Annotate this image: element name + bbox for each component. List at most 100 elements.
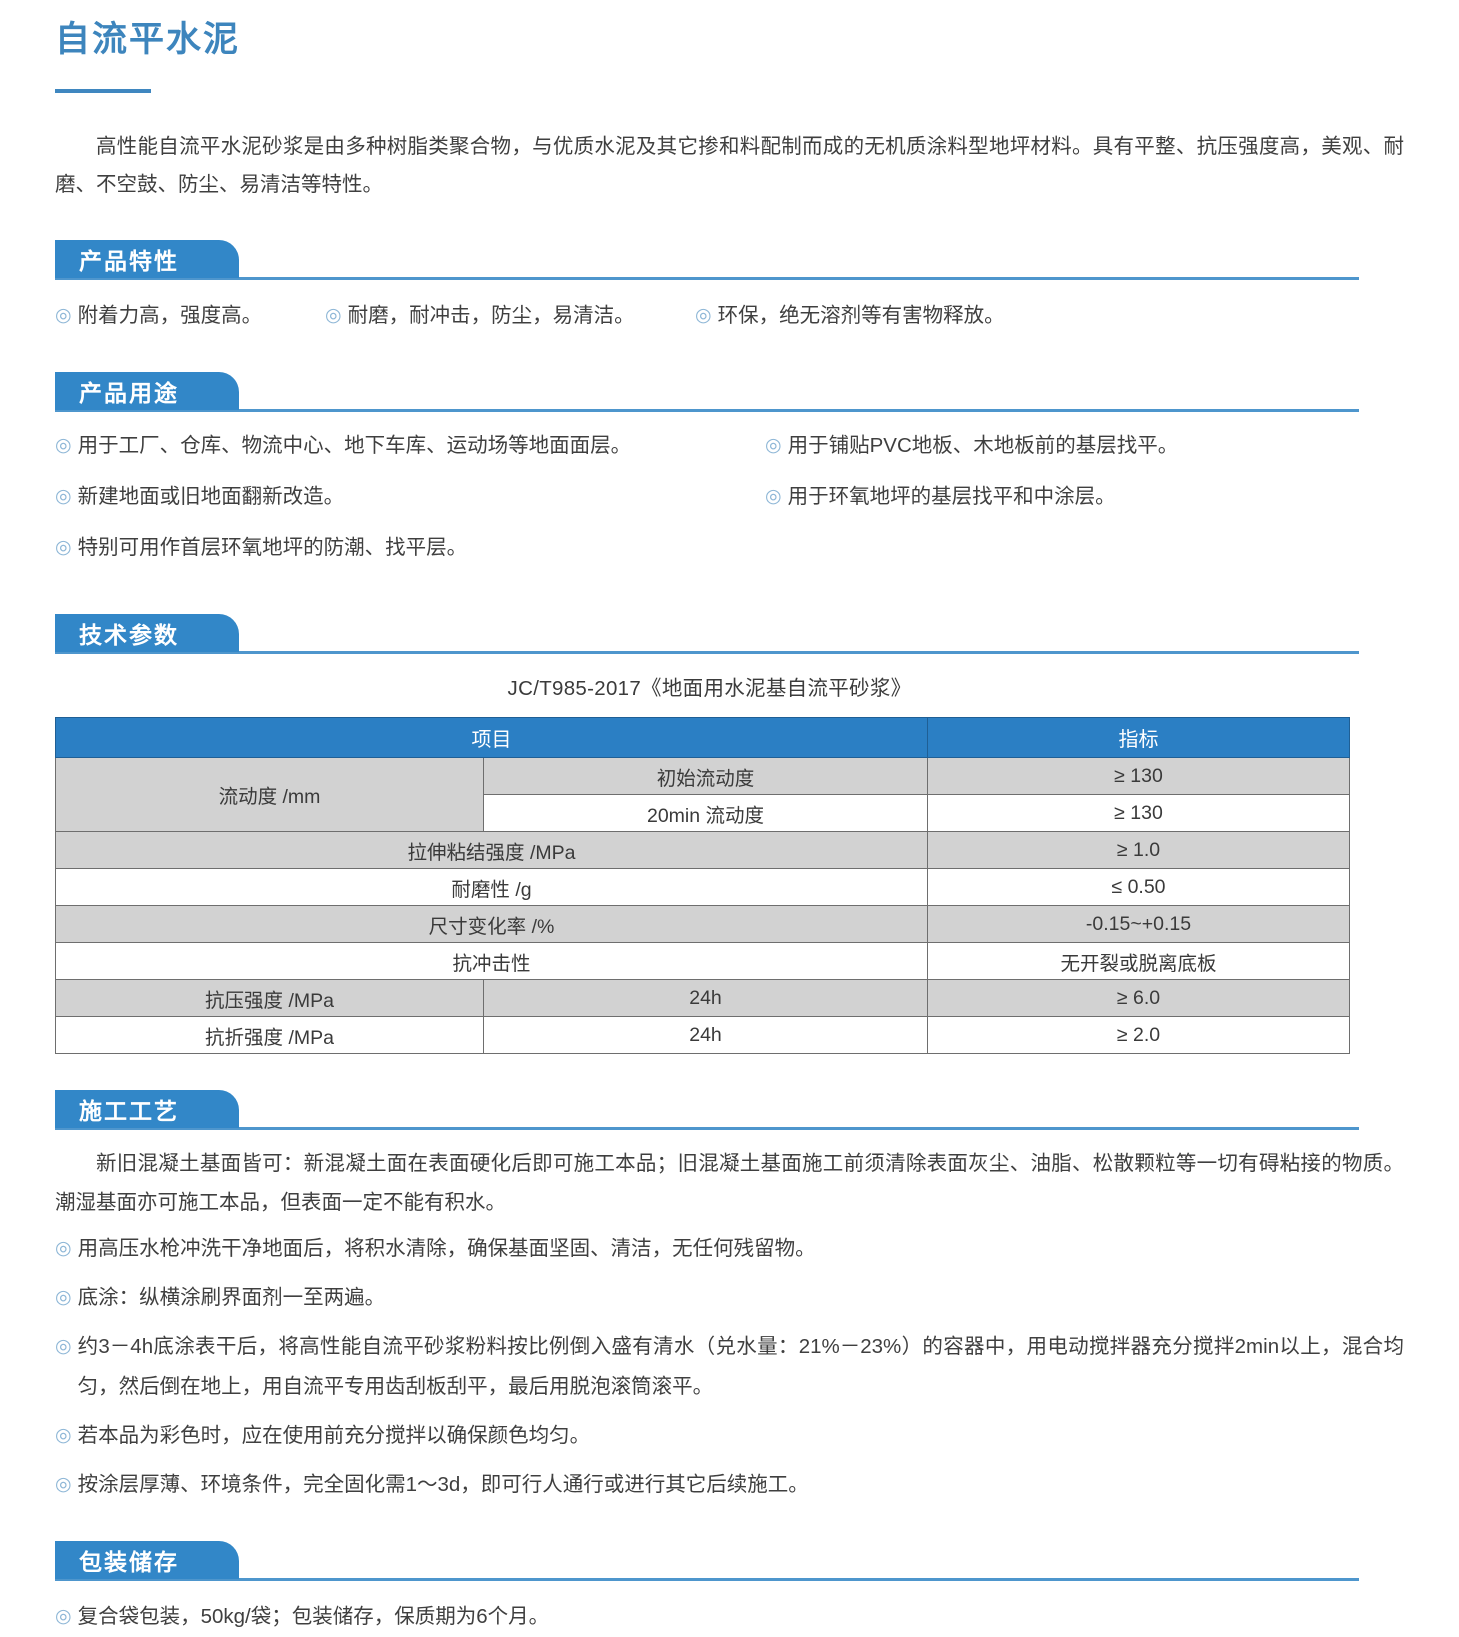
section-header-tech: 技术参数: [55, 614, 1404, 655]
list-item-label: 特别可用作首层环氧地坪的防潮、找平层。: [77, 535, 468, 559]
cell-item: 抗冲击性: [55, 942, 928, 981]
process-paragraph: 新旧混凝土基面皆可：新混凝土面在表面硬化后即可施工本品；旧混凝土基面施工前须清除…: [55, 1145, 1404, 1223]
table-row: 抗冲击性 无开裂或脱离底板: [55, 942, 1350, 981]
table-row: 抗折强度 /MPa 24h ≥ 2.0: [55, 1016, 1350, 1055]
list-item-label: 附着力高，强度高。: [77, 303, 263, 327]
list-item: ◎ 按涂层厚薄、环境条件，完全固化需1～3d，即可行人通行或进行其它后续施工。: [55, 1465, 1404, 1505]
cell-sub: 初始流动度: [483, 757, 928, 796]
section-divider-process: [55, 1127, 1359, 1131]
list-item-label: 若本品为彩色时，应在使用前充分搅拌以确保颜色均匀。: [77, 1424, 591, 1448]
cell-sub: 24h: [483, 1016, 928, 1055]
list-item: ◎ 若本品为彩色时，应在使用前充分搅拌以确保颜色均匀。: [55, 1416, 1404, 1456]
cell-sub: 20min 流动度: [483, 794, 928, 833]
tech-params-table: 项目 指标 流动度 /mm 初始流动度 ≥ 130 20min 流动度 ≥ 13…: [55, 717, 1350, 1055]
list-item-label: 底涂：纵横涂刷界面剂一至两遍。: [77, 1286, 386, 1310]
cell-item: 耐磨性 /g: [55, 868, 928, 907]
section-tab-process: 施工工艺: [55, 1090, 239, 1129]
cell-value: 无开裂或脱离底板: [927, 942, 1350, 981]
section-tech: 技术参数 JC/T985-2017《地面用水泥基自流平砂浆》 项目 指标 流动度…: [55, 614, 1404, 1055]
list-item-label: 新建地面或旧地面翻新改造。: [77, 484, 345, 508]
cell-value: ≤ 0.50: [927, 868, 1350, 907]
usage-column-left: ◎ 用于工厂、仓库、物流中心、地下车库、运动场等地面面层。 ◎ 新建地面或旧地面…: [55, 426, 765, 579]
section-header-features: 产品特性: [55, 239, 1404, 280]
cell-item: 尺寸变化率 /%: [55, 905, 928, 944]
list-item: ◎ 环保，绝无溶剂等有害物释放。: [695, 296, 1005, 336]
list-item-label: 用于铺贴PVC地板、木地板前的基层找平。: [787, 433, 1179, 457]
features-list: ◎ 附着力高，强度高。 ◎ 耐磨，耐冲击，防尘，易清洁。 ◎ 环保，绝无溶剂等有…: [55, 296, 1404, 336]
list-item: ◎ 新建地面或旧地面翻新改造。: [55, 477, 765, 517]
cell-value: ≥ 2.0: [927, 1016, 1350, 1055]
packaging-list: ◎ 复合袋包装，50kg/袋；包装储存，保质期为6个月。: [55, 1597, 1404, 1637]
section-tab-usage: 产品用途: [55, 371, 239, 410]
process-list: ◎ 用高压水枪冲洗干净地面后，将积水清除，确保基面坚固、清洁，无任何残留物。 ◎…: [55, 1229, 1404, 1505]
list-item: ◎ 耐磨，耐冲击，防尘，易清洁。: [325, 296, 695, 336]
cell-item: 抗压强度 /MPa: [55, 979, 484, 1018]
bullet-icon: ◎: [765, 434, 782, 456]
bullet-icon: ◎: [55, 1287, 72, 1309]
bullet-icon: ◎: [55, 1474, 72, 1496]
section-packaging: 包装储存 ◎ 复合袋包装，50kg/袋；包装储存，保质期为6个月。: [55, 1541, 1404, 1637]
list-item: ◎ 用于工厂、仓库、物流中心、地下车库、运动场等地面面层。: [55, 426, 765, 466]
list-item: ◎ 用高压水枪冲洗干净地面后，将积水清除，确保基面坚固、清洁，无任何残留物。: [55, 1229, 1404, 1269]
list-item: ◎ 复合袋包装，50kg/袋；包装储存，保质期为6个月。: [55, 1597, 1404, 1637]
list-item-label: 复合袋包装，50kg/袋；包装储存，保质期为6个月。: [77, 1605, 550, 1629]
list-item: ◎ 约3－4h底涂表干后，将高性能自流平砂浆粉料按比例倒入盛有清水（兑水量：21…: [55, 1327, 1404, 1407]
list-item: ◎ 用于环氧地坪的基层找平和中涂层。: [765, 477, 1404, 517]
column-header-item: 项目: [55, 717, 928, 759]
intro-paragraph: 高性能自流平水泥砂浆是由多种树脂类聚合物，与优质水泥及其它掺和料配制而成的无机质…: [55, 128, 1404, 204]
list-item-label: 环保，绝无溶剂等有害物释放。: [717, 303, 1005, 327]
list-item-label: 用于环氧地坪的基层找平和中涂层。: [787, 484, 1116, 508]
bullet-icon: ◎: [55, 1238, 72, 1260]
column-header-index: 指标: [927, 717, 1350, 759]
list-item: ◎ 特别可用作首层环氧地坪的防潮、找平层。: [55, 528, 765, 568]
bullet-icon: ◎: [55, 304, 72, 326]
usage-lists: ◎ 用于工厂、仓库、物流中心、地下车库、运动场等地面面层。 ◎ 新建地面或旧地面…: [55, 426, 1404, 579]
section-divider-features: [55, 276, 1359, 280]
section-tab-tech: 技术参数: [55, 614, 239, 653]
bullet-icon: ◎: [55, 1606, 72, 1628]
section-features: 产品特性 ◎ 附着力高，强度高。 ◎ 耐磨，耐冲击，防尘，易清洁。 ◎ 环保，绝…: [55, 239, 1404, 336]
intro-text: 高性能自流平水泥砂浆是由多种树脂类聚合物，与优质水泥及其它掺和料配制而成的无机质…: [55, 134, 1404, 196]
section-divider-tech: [55, 651, 1359, 655]
title-underline: [55, 88, 151, 93]
usage-column-right: ◎ 用于铺贴PVC地板、木地板前的基层找平。 ◎ 用于环氧地坪的基层找平和中涂层…: [765, 426, 1404, 579]
section-tab-features: 产品特性: [55, 239, 239, 278]
bullet-icon: ◎: [325, 304, 342, 326]
process-paragraph-text: 新旧混凝土基面皆可：新混凝土面在表面硬化后即可施工本品；旧混凝土基面施工前须清除…: [55, 1152, 1404, 1215]
cell-value: -0.15~+0.15: [927, 905, 1350, 944]
section-header-process: 施工工艺: [55, 1090, 1404, 1131]
cell-item: 拉伸粘结强度 /MPa: [55, 831, 928, 870]
list-item-label: 按涂层厚薄、环境条件，完全固化需1～3d，即可行人通行或进行其它后续施工。: [77, 1473, 809, 1497]
section-divider-usage: [55, 408, 1359, 412]
table-body: 流动度 /mm 初始流动度 ≥ 130 20min 流动度 ≥ 130 拉伸粘结…: [55, 757, 1350, 1055]
cell-item: 流动度 /mm: [55, 757, 484, 833]
list-item: ◎ 附着力高，强度高。: [55, 296, 325, 336]
list-item-label: 用高压水枪冲洗干净地面后，将积水清除，确保基面坚固、清洁，无任何残留物。: [77, 1237, 816, 1261]
bullet-icon: ◎: [765, 485, 782, 507]
table-row: 拉伸粘结强度 /MPa ≥ 1.0: [55, 831, 1350, 870]
list-item-label: 用于工厂、仓库、物流中心、地下车库、运动场等地面面层。: [77, 433, 632, 457]
section-process: 施工工艺 新旧混凝土基面皆可：新混凝土面在表面硬化后即可施工本品；旧混凝土基面施…: [55, 1090, 1404, 1505]
cell-value: ≥ 130: [927, 794, 1350, 833]
bullet-icon: ◎: [55, 1425, 72, 1447]
table-row: 尺寸变化率 /% -0.15~+0.15: [55, 905, 1350, 944]
list-item: ◎ 底涂：纵横涂刷界面剂一至两遍。: [55, 1278, 1404, 1318]
section-header-packaging: 包装储存: [55, 1541, 1404, 1582]
table-row: 抗压强度 /MPa 24h ≥ 6.0: [55, 979, 1350, 1018]
table-row: 20min 流动度 ≥ 130: [56, 794, 1350, 833]
bullet-icon: ◎: [55, 485, 72, 507]
bullet-icon: ◎: [55, 434, 72, 456]
bullet-icon: ◎: [55, 536, 72, 558]
cell-value: ≥ 130: [927, 757, 1350, 796]
cell-sub: 24h: [483, 979, 928, 1018]
bullet-icon: ◎: [695, 304, 712, 326]
standard-code: JC/T985-2017《地面用水泥基自流平砂浆》: [507, 677, 912, 701]
page-title: 自流平水泥: [55, 20, 241, 59]
list-item-label: 耐磨，耐冲击，防尘，易清洁。: [347, 303, 635, 327]
section-divider-packaging: [55, 1578, 1359, 1582]
table-header-row: 项目 指标: [55, 717, 1350, 759]
section-header-usage: 产品用途: [55, 371, 1404, 412]
cell-item: 抗折强度 /MPa: [55, 1016, 484, 1055]
table-head: 项目 指标: [55, 717, 1350, 759]
